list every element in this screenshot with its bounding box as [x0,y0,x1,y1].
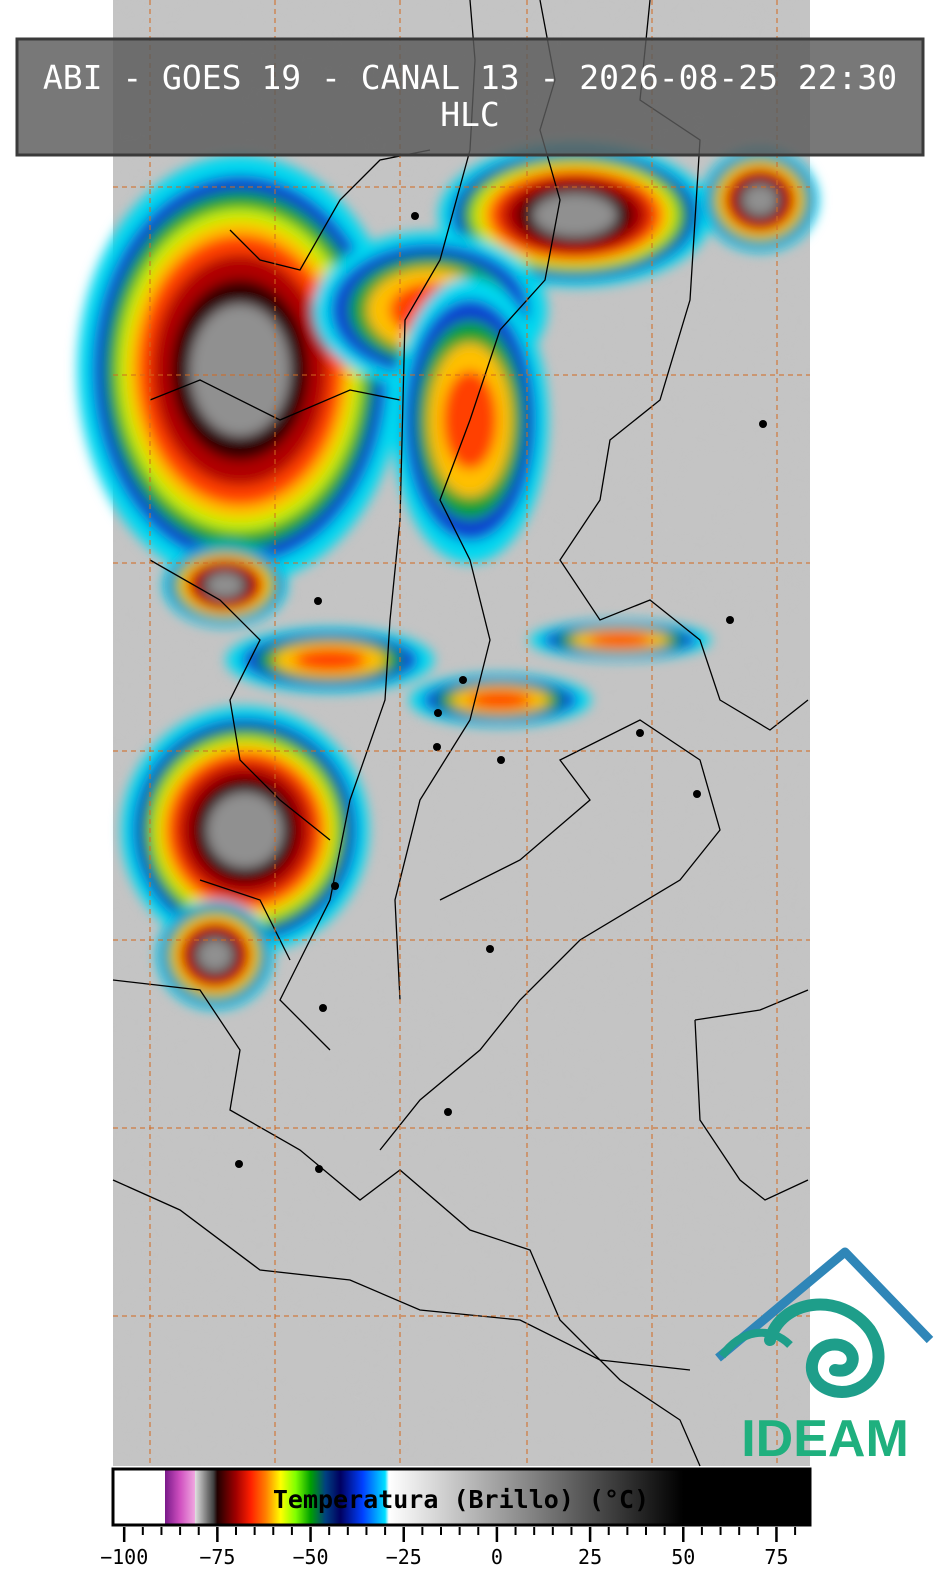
cloud [207,792,283,868]
city-dot [235,1160,243,1168]
city-dot [331,882,339,890]
logo: IDEAM [715,1247,934,1468]
city-dot [315,1165,323,1173]
city-dot [497,756,505,764]
city-dot [693,790,701,798]
tick-label: −50 [292,1545,328,1569]
city-dot [636,729,644,737]
cloud [468,691,532,709]
cloud [588,633,652,647]
city-dot [319,1004,327,1012]
city-dot [433,743,441,751]
cloud [533,193,617,237]
tick-label: 50 [671,1545,695,1569]
tick-label: 0 [491,1545,503,1569]
title-box: ABI - GOES 19 - CANAL 13 - 2026-08-25 22… [15,37,925,157]
city-dot [759,420,767,428]
colorbar-label: Temperatura (Brillo) (°C) [273,1485,649,1514]
city-dot [459,676,467,684]
city-dot [434,709,442,717]
cloud [190,304,290,436]
city-dot [444,1108,452,1116]
tick-label: −100 [100,1545,148,1569]
logo-text: IDEAM [741,1410,909,1468]
cloud [294,648,366,672]
colorbar-gradient [111,1467,812,1527]
tick-label: 75 [764,1545,788,1569]
cloud [742,184,778,216]
satellite-map [77,0,819,1467]
city-dot [411,212,419,220]
city-dot [314,597,322,605]
city-dot [486,945,494,953]
cloud [205,572,245,598]
tick-label: 25 [578,1545,602,1569]
cloud [197,938,233,972]
colorbar: Temperatura (Brillo) (°C) −100 −75 −50 −25 0… [100,1467,812,1569]
tick-label: −25 [386,1545,422,1569]
tick-label: −75 [199,1545,235,1569]
subtitle: HLC [440,95,500,134]
title: ABI - GOES 19 - CANAL 13 - 2026-08-25 22… [43,58,897,97]
city-dot [726,616,734,624]
